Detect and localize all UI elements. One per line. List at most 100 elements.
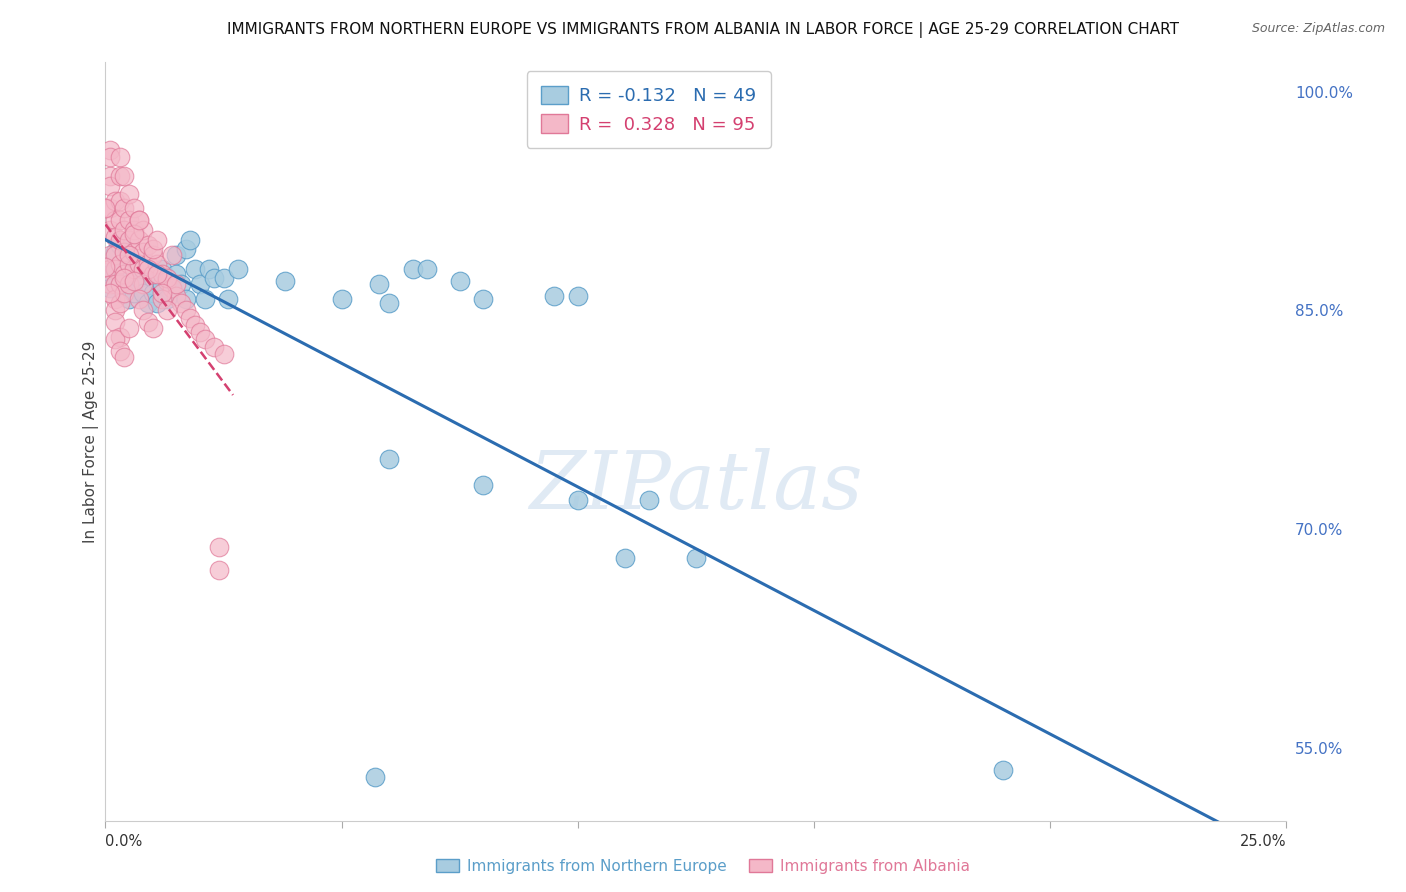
Point [165, 289, 187, 303]
Point [1063, 871, 1085, 886]
Point [108, 150, 131, 164]
Point [118, 186, 141, 201]
Point [364, 770, 387, 784]
Point [108, 169, 131, 184]
Point [122, 262, 145, 277]
Point [165, 277, 187, 291]
Point [194, 292, 217, 306]
Point [104, 194, 127, 208]
Point [104, 292, 127, 306]
Legend: Immigrants from Northern Europe, Immigrants from Albania: Immigrants from Northern Europe, Immigra… [430, 853, 976, 880]
Point [160, 281, 183, 295]
Point [118, 320, 141, 334]
Point [543, 289, 565, 303]
Point [194, 333, 217, 347]
Point [132, 285, 155, 300]
Point [112, 223, 135, 237]
Point [108, 194, 131, 208]
Point [150, 277, 173, 291]
Point [184, 262, 207, 277]
Point [118, 213, 141, 227]
Point [108, 277, 131, 291]
Point [472, 292, 495, 306]
Point [165, 248, 187, 262]
Point [212, 271, 235, 285]
Text: IMMIGRANTS FROM NORTHERN EUROPE VS IMMIGRANTS FROM ALBANIA IN LABOR FORCE | AGE : IMMIGRANTS FROM NORTHERN EUROPE VS IMMIG… [226, 22, 1180, 38]
Point [108, 344, 131, 359]
Point [142, 248, 165, 262]
Point [401, 262, 423, 277]
Point [156, 271, 179, 285]
Point [112, 285, 135, 300]
Point [98, 285, 121, 300]
Point [449, 274, 471, 288]
Point [146, 267, 169, 281]
Point [104, 277, 127, 291]
Point [212, 347, 235, 361]
Point [136, 262, 159, 277]
Point [104, 333, 127, 347]
Point [685, 551, 707, 566]
Point [472, 478, 495, 492]
Point [150, 267, 173, 281]
Point [991, 763, 1014, 777]
Point [112, 201, 135, 215]
Point [122, 244, 145, 259]
Point [132, 244, 155, 259]
Point [132, 223, 155, 237]
Point [104, 213, 127, 227]
Point [104, 315, 127, 329]
Point [112, 267, 135, 281]
Point [104, 262, 127, 277]
Point [122, 262, 145, 277]
Point [98, 179, 121, 194]
Point [142, 320, 165, 334]
Point [142, 267, 165, 281]
Point [104, 230, 127, 244]
Point [98, 277, 121, 291]
Point [415, 262, 437, 277]
Point [94, 260, 117, 274]
Point [104, 303, 127, 318]
Point [188, 277, 211, 291]
Point [170, 296, 193, 310]
Point [112, 350, 135, 364]
Point [637, 492, 659, 507]
Point [112, 169, 135, 184]
Point [217, 292, 239, 306]
Point [108, 257, 131, 271]
Point [118, 277, 141, 291]
Point [156, 274, 179, 288]
Text: Source: ZipAtlas.com: Source: ZipAtlas.com [1251, 22, 1385, 36]
Point [132, 262, 155, 277]
Point [202, 271, 225, 285]
Point [108, 233, 131, 247]
Point [104, 244, 127, 259]
Point [122, 227, 145, 242]
Point [1157, 871, 1180, 886]
Point [132, 303, 155, 318]
Point [226, 262, 249, 277]
Point [98, 201, 121, 215]
Point [156, 303, 179, 318]
Point [122, 274, 145, 288]
Point [142, 242, 165, 256]
Point [330, 292, 353, 306]
Point [188, 325, 211, 339]
Point [146, 233, 169, 247]
Point [202, 340, 225, 354]
Point [208, 563, 231, 577]
Point [136, 262, 159, 277]
Point [150, 285, 173, 300]
Point [174, 292, 197, 306]
Point [104, 262, 127, 277]
Point [136, 315, 159, 329]
Point [128, 213, 150, 227]
Point [132, 277, 155, 291]
Point [98, 223, 121, 237]
Point [174, 303, 197, 318]
Point [118, 257, 141, 271]
Point [150, 292, 173, 306]
Point [98, 281, 121, 295]
Y-axis label: In Labor Force | Age 25-29: In Labor Force | Age 25-29 [83, 341, 98, 542]
